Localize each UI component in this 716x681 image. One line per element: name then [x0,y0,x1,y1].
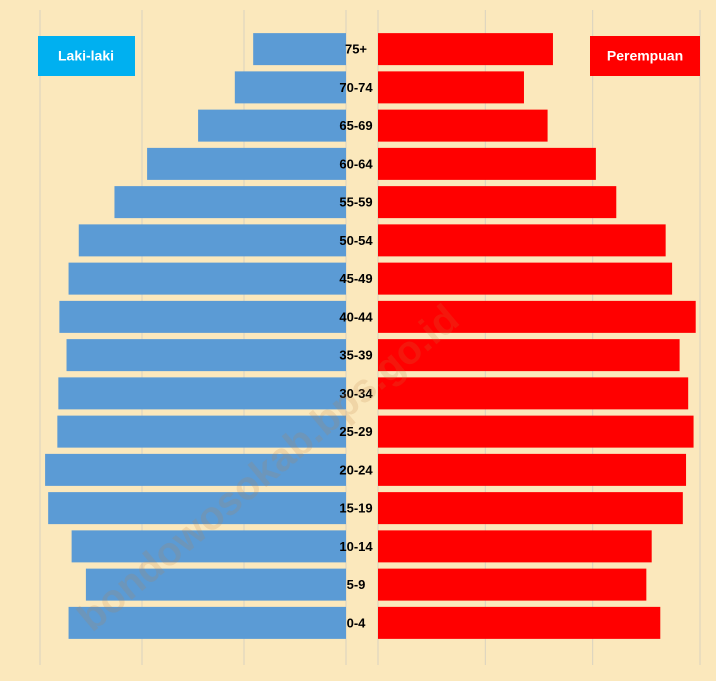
bar [45,453,346,486]
bar [68,262,346,295]
bar [378,147,596,180]
category-label: 20-24 [339,462,373,477]
category-label: 70-74 [339,80,373,95]
category-label: 35-39 [339,348,372,363]
legend-box [590,36,700,76]
bar [378,377,689,410]
legend-box [38,36,135,76]
bar [85,568,347,601]
bar [378,415,694,448]
bar [378,186,617,219]
bar [68,606,346,639]
bar [378,339,680,372]
bar [78,224,346,257]
bar [378,606,661,639]
category-label: 30-34 [339,386,373,401]
category-label: 25-29 [339,424,372,439]
bar [378,568,647,601]
category-label: 5-9 [347,577,366,592]
bar [71,530,347,563]
bar [147,147,346,180]
category-label: 65-69 [339,118,372,133]
bar [48,492,346,525]
category-label: 10-14 [339,539,373,554]
category-label: 40-44 [339,309,373,324]
bar [198,109,346,142]
bar [58,377,347,410]
category-label: 75+ [345,42,367,57]
bar [66,339,347,372]
bar [378,300,696,333]
bar [378,530,652,563]
category-label: 0-4 [347,615,367,630]
bar [378,224,666,257]
bar [378,109,548,142]
category-label: 50-54 [339,233,373,248]
category-label: 15-19 [339,501,372,516]
legend-label: Perempuan [607,48,683,64]
bar [253,33,346,66]
category-label: 55-59 [339,195,372,210]
category-label: 60-64 [339,156,373,171]
legend-label: Laki-laki [58,48,114,64]
bar [114,186,347,219]
bar [234,71,346,104]
bar [378,33,553,66]
bar [378,453,687,486]
category-label: 45-49 [339,271,372,286]
bar [378,262,673,295]
bar [59,300,346,333]
bar [378,71,524,104]
bar [378,492,683,525]
bar [57,415,347,448]
